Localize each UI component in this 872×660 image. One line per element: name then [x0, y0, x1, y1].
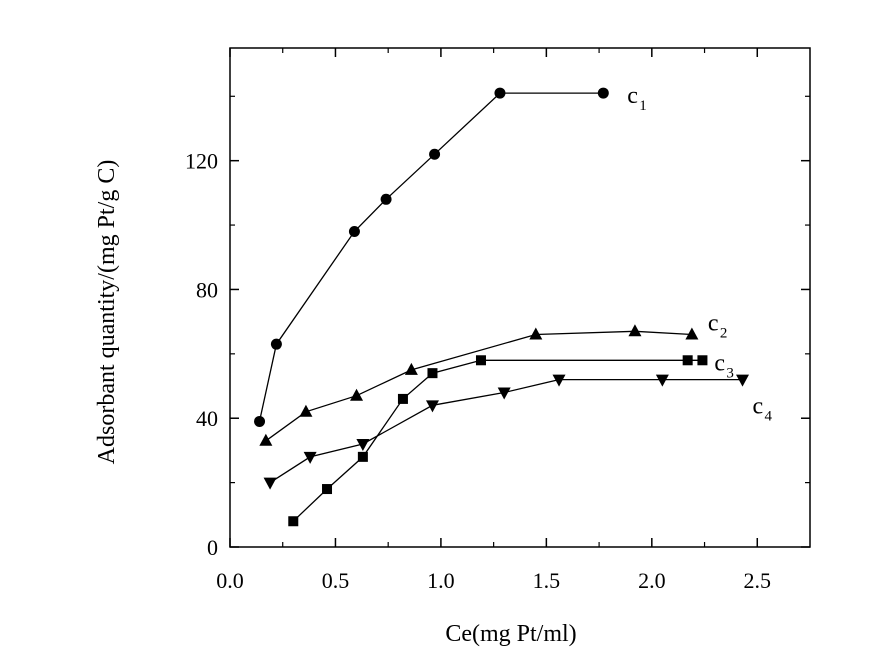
- plot-frame: [229, 47, 811, 548]
- square-marker: [475, 355, 486, 366]
- series-label-subscript: 1: [639, 98, 647, 114]
- circle-marker: [380, 193, 392, 205]
- circle-marker: [494, 87, 506, 99]
- series-label-subscript: 4: [765, 409, 773, 425]
- square-marker: [697, 355, 708, 366]
- triangle-up-marker: [350, 388, 364, 401]
- series-label-subscript: 3: [726, 365, 734, 381]
- triangle-down-marker: [356, 438, 370, 451]
- series-label: c: [627, 83, 638, 109]
- y-tick-label: 80: [196, 277, 218, 302]
- y-tick-label: 120: [185, 149, 218, 174]
- triangle-down-marker: [655, 374, 669, 387]
- circle-marker: [429, 148, 441, 160]
- series-label-subscript: 2: [720, 326, 728, 342]
- triangle-up-marker: [685, 327, 699, 340]
- x-tick-label: 2.0: [638, 568, 666, 593]
- square-marker: [427, 368, 438, 379]
- x-tick-label: 2.5: [744, 568, 772, 593]
- x-tick-label: 0.0: [216, 568, 244, 593]
- x-tick-label: 1.5: [533, 568, 561, 593]
- triangle-down-marker: [303, 451, 317, 464]
- series-label: c: [714, 350, 725, 376]
- triangle-up-marker: [529, 327, 543, 340]
- triangle-up-marker: [404, 362, 418, 375]
- y-tick-label: 40: [196, 406, 218, 431]
- square-marker: [397, 393, 408, 404]
- axis-ticks: 0.0 0.5 1.0 1.5 2.0 2.5 0 40 80 120: [185, 48, 810, 593]
- square-marker: [322, 484, 333, 495]
- series-line: [269, 378, 743, 484]
- triangle-down-marker: [263, 477, 277, 490]
- series-label: c: [708, 311, 719, 337]
- x-axis-title: Ce(mg Pt/ml): [445, 621, 576, 647]
- circle-marker: [270, 338, 282, 350]
- circle-marker: [348, 226, 360, 238]
- y-axis-title: Adsorbant quantity/(mg Pt/g C): [94, 160, 120, 465]
- triangle-down-marker: [425, 400, 439, 413]
- y-tick-label: 0: [207, 535, 218, 560]
- triangle-up-marker: [628, 324, 642, 337]
- square-marker: [682, 355, 693, 366]
- series-line: [265, 330, 692, 442]
- triangle-down-marker: [497, 387, 511, 400]
- series-label: c: [753, 394, 764, 420]
- triangle-down-marker: [736, 374, 750, 387]
- x-tick-label: 0.5: [322, 568, 350, 593]
- circle-marker: [597, 87, 609, 99]
- triangle-down-marker: [552, 374, 566, 387]
- circle-marker: [254, 415, 266, 427]
- series-layer: c 1c 2c 3c 4: [254, 83, 773, 527]
- triangle-up-marker: [259, 433, 273, 446]
- square-marker: [357, 451, 368, 462]
- x-tick-label: 1.0: [427, 568, 455, 593]
- series-line: [292, 359, 703, 522]
- square-marker: [288, 516, 299, 527]
- triangle-up-marker: [299, 404, 313, 417]
